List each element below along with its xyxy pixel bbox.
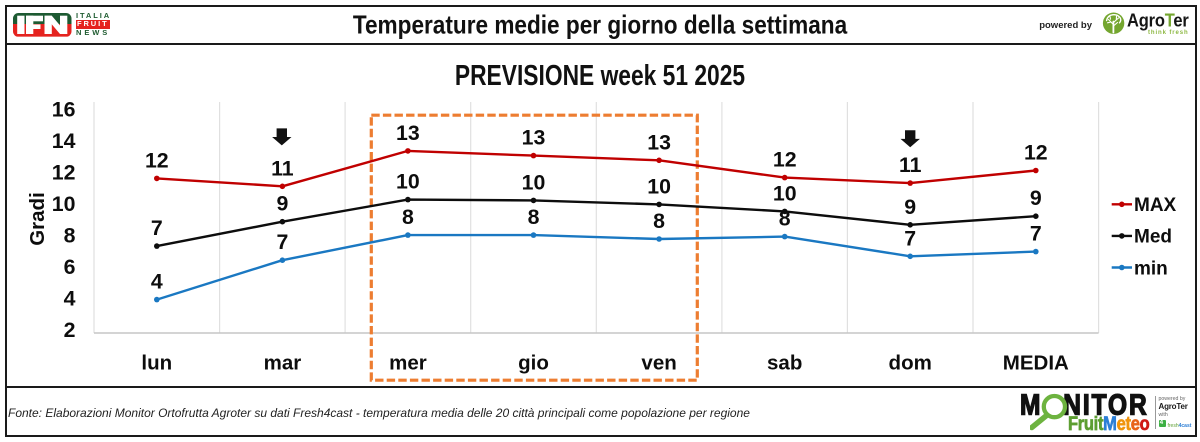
svg-text:8: 8	[402, 205, 414, 229]
svg-text:min: min	[1134, 258, 1168, 279]
svg-text:11: 11	[899, 153, 922, 177]
svg-text:12: 12	[773, 148, 797, 172]
svg-text:10: 10	[773, 181, 797, 205]
svg-text:ven: ven	[641, 351, 676, 374]
svg-text:mer: mer	[389, 351, 427, 374]
svg-text:12: 12	[1024, 141, 1048, 165]
svg-text:dom: dom	[889, 351, 932, 374]
svg-text:10: 10	[647, 174, 671, 198]
svg-text:mar: mar	[264, 351, 302, 374]
svg-text:MEDIA: MEDIA	[1003, 351, 1069, 374]
svg-text:lun: lun	[141, 351, 172, 374]
svg-text:10: 10	[52, 192, 76, 216]
svg-text:Gradi: Gradi	[26, 192, 49, 246]
svg-text:8: 8	[779, 207, 791, 231]
svg-text:6: 6	[64, 255, 76, 279]
svg-text:7: 7	[1030, 222, 1042, 246]
svg-text:7: 7	[904, 226, 916, 250]
svg-text:12: 12	[52, 160, 76, 184]
svg-text:8: 8	[64, 223, 76, 247]
svg-text:MAX: MAX	[1134, 195, 1177, 216]
svg-text:16: 16	[52, 97, 76, 121]
svg-text:13: 13	[396, 121, 420, 145]
svg-text:13: 13	[647, 130, 671, 154]
svg-text:9: 9	[904, 195, 916, 219]
svg-text:gio: gio	[518, 351, 549, 374]
svg-text:10: 10	[522, 170, 546, 194]
svg-text:12: 12	[145, 148, 169, 172]
svg-text:9: 9	[1030, 186, 1042, 210]
svg-text:7: 7	[276, 230, 288, 254]
svg-text:8: 8	[653, 209, 665, 233]
svg-text:13: 13	[522, 126, 546, 150]
svg-text:9: 9	[276, 192, 288, 216]
svg-text:sab: sab	[767, 351, 802, 374]
svg-text:8: 8	[528, 205, 540, 229]
svg-text:10: 10	[396, 170, 420, 194]
svg-text:7: 7	[151, 216, 163, 240]
svg-text:Med: Med	[1134, 227, 1172, 248]
svg-text:4: 4	[64, 286, 76, 310]
svg-text:14: 14	[52, 129, 76, 153]
svg-text:11: 11	[271, 156, 294, 180]
svg-text:2: 2	[64, 318, 76, 342]
svg-text:4: 4	[151, 270, 163, 294]
